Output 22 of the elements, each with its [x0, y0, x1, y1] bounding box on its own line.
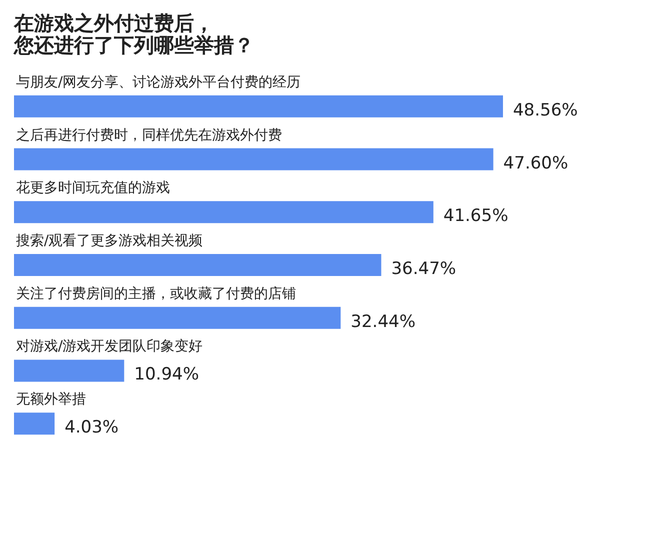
data-label: 36.47%: [391, 259, 456, 279]
data-label: 32.44%: [350, 312, 416, 332]
y-tick-label: 无额外举措: [16, 392, 86, 408]
bar: [14, 148, 494, 170]
data-label: 47.60%: [503, 153, 568, 174]
chart-title: 在游戏之外付过费后，您还进行了下列哪些举措？: [13, 11, 254, 57]
bar: [14, 95, 503, 118]
y-tick-label: 之后再进行付费时，同样优先在游戏外付费: [16, 127, 282, 144]
bar: [14, 201, 434, 224]
y-tick-label: 对游戏/游戏开发团队印象变好: [16, 338, 203, 355]
bar: [14, 306, 341, 329]
bar: [14, 360, 124, 382]
y-tick-label: 关注了付费房间的主播，或收藏了付费的店铺: [16, 286, 296, 302]
y-tick-label: 搜索/观看了更多游戏相关视频: [16, 233, 203, 249]
bar: [14, 412, 55, 435]
y-tick-label: 与朋友/网友分享、讨论游戏外平台付费的经历: [16, 74, 301, 90]
data-label: 10.94%: [134, 364, 199, 385]
data-label: 41.65%: [443, 206, 508, 226]
data-label: 4.03%: [64, 418, 119, 438]
data-label: 48.56%: [512, 100, 578, 120]
bar: [14, 254, 382, 276]
y-tick-label: 花更多时间玩充值的游戏: [16, 180, 170, 196]
